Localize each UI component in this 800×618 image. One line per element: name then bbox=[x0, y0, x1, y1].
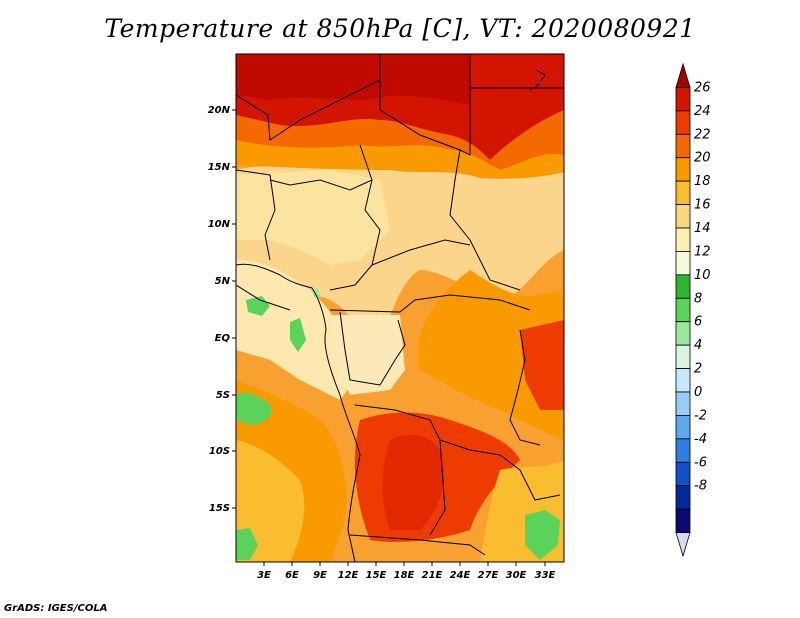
lon-label-27e: 27E bbox=[478, 570, 499, 581]
footer-credit: GrADS: IGES/COLA bbox=[4, 603, 108, 614]
lon-label-21e: 21E bbox=[422, 570, 443, 581]
lat-label-15n: 15N bbox=[208, 162, 231, 173]
lat-label-10s: 10S bbox=[209, 446, 230, 457]
longitude-axis bbox=[263, 562, 546, 566]
colorbar-label: 14 bbox=[694, 221, 711, 236]
lon-label-30e: 30E bbox=[506, 570, 527, 581]
colorbar-swatch bbox=[675, 485, 691, 510]
map-title: Temperature at 850hPa [C], VT: 202008092… bbox=[104, 14, 696, 43]
colorbar-label: 18 bbox=[694, 174, 711, 189]
colorbar-label: 10 bbox=[694, 268, 711, 283]
lat-label-5s: 5S bbox=[216, 390, 230, 401]
lat-label-20n: 20N bbox=[208, 105, 231, 116]
country-borders bbox=[236, 54, 564, 562]
lat-label-10n: 10N bbox=[208, 219, 231, 230]
map-frame bbox=[235, 53, 565, 563]
lat-label-5n: 5N bbox=[215, 276, 231, 287]
colorbar-swatch bbox=[675, 274, 691, 299]
colorbar-swatch bbox=[675, 62, 691, 88]
lon-label-18e: 18E bbox=[394, 570, 415, 581]
colorbar-swatch bbox=[675, 204, 691, 229]
latitude-axis bbox=[232, 109, 236, 509]
colorbar-swatch bbox=[675, 415, 691, 440]
colorbar-swatch bbox=[675, 438, 691, 463]
colorbar-swatch bbox=[675, 87, 691, 112]
colorbar-label: 0 bbox=[694, 385, 702, 400]
colorbar-swatch bbox=[675, 227, 691, 252]
colorbar-label: 12 bbox=[694, 244, 711, 259]
colorbar-label: 4 bbox=[694, 338, 702, 353]
colorbar-swatch bbox=[675, 461, 691, 487]
colorbar-swatch bbox=[675, 297, 691, 323]
lon-label-33e: 33E bbox=[535, 570, 556, 581]
lat-label-eq: EQ bbox=[215, 333, 231, 344]
lon-label-3e: 3E bbox=[257, 570, 271, 581]
colorbar-label: 24 bbox=[694, 104, 711, 119]
colorbar-label: -2 bbox=[694, 408, 707, 423]
colorbar-label: 26 bbox=[694, 80, 711, 95]
colorbar-swatch bbox=[675, 532, 691, 558]
lon-label-15e: 15E bbox=[366, 570, 387, 581]
colorbar-label: -8 bbox=[694, 479, 707, 494]
colorbar-label: 22 bbox=[694, 127, 711, 142]
lat-label-15s: 15S bbox=[209, 503, 230, 514]
colorbar-label: -6 bbox=[694, 455, 707, 470]
colorbar-swatch bbox=[675, 391, 691, 416]
colorbar-swatch bbox=[675, 251, 691, 276]
colorbar-swatch bbox=[675, 180, 691, 205]
colorbar-swatch bbox=[675, 110, 691, 135]
lon-label-12e: 12E bbox=[338, 570, 359, 581]
colorbar-swatch bbox=[675, 133, 691, 159]
colorbar-swatch bbox=[675, 368, 691, 393]
colorbar-swatch bbox=[675, 321, 691, 346]
lon-label-24e: 24E bbox=[450, 570, 471, 581]
colorbar-swatch bbox=[675, 508, 691, 533]
colorbar-label: 6 bbox=[694, 315, 702, 330]
colorbar-label: 20 bbox=[694, 151, 711, 166]
colorbar-label: 16 bbox=[694, 198, 711, 213]
lon-label-9e: 9E bbox=[313, 570, 327, 581]
colorbar-label: -4 bbox=[694, 432, 707, 447]
temperature-field bbox=[236, 54, 564, 562]
colorbar-swatch bbox=[675, 157, 691, 182]
colorbar-swatch bbox=[675, 344, 691, 369]
colorbar-label: 2 bbox=[694, 362, 702, 377]
lon-label-6e: 6E bbox=[285, 570, 299, 581]
colorbar-label: 8 bbox=[694, 291, 702, 306]
